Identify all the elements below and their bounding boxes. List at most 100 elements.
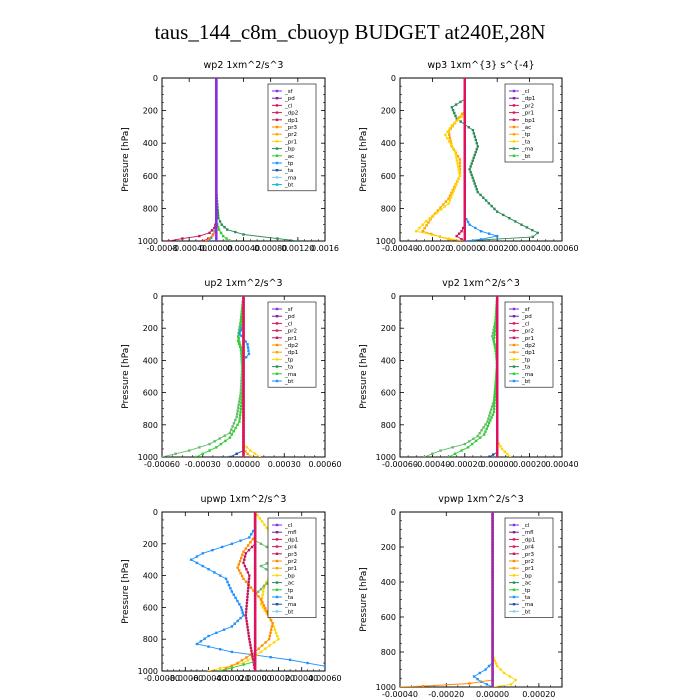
data-point [469, 170, 472, 174]
data-point [240, 574, 244, 578]
data-point [252, 589, 255, 592]
y-tick-label: 1000 [138, 453, 158, 462]
y-tick-label: 600 [381, 389, 396, 398]
data-point [242, 363, 245, 366]
data-point [217, 228, 221, 231]
data-point [253, 669, 257, 671]
data-point [468, 168, 471, 171]
data-point [487, 417, 490, 420]
x-tick-label: 0.00030 [268, 460, 301, 469]
data-point [491, 565, 494, 568]
panel-title: vp2 1xm^2/s^3 [442, 278, 520, 289]
data-point [239, 385, 243, 388]
data-point [240, 309, 244, 312]
data-point [496, 434, 499, 438]
data-point [496, 366, 499, 369]
legend-label: _dp1 [521, 350, 535, 356]
data-point [484, 423, 487, 426]
data-point [242, 342, 245, 345]
data-point [415, 230, 418, 233]
data-point [496, 372, 499, 375]
data-point [496, 425, 499, 429]
data-point [242, 425, 245, 429]
data-point [472, 179, 475, 182]
data-point [253, 654, 257, 658]
data-point [253, 525, 257, 529]
data-point [482, 196, 485, 199]
data-point [253, 549, 257, 553]
data-point [187, 449, 191, 452]
data-point [253, 651, 257, 655]
data-point [520, 223, 523, 226]
data-point [512, 574, 516, 577]
panel-title: wp3 1xm^{3} s^{-4} [427, 60, 534, 71]
data-point [230, 590, 234, 593]
data-point [215, 446, 218, 449]
data-point [232, 421, 236, 425]
data-point [247, 583, 250, 586]
data-point [453, 111, 456, 115]
data-point [253, 546, 257, 550]
data-point [246, 589, 250, 593]
data-point [264, 641, 267, 644]
data-point [215, 91, 218, 95]
x-tick-label: -0.00040 [191, 674, 227, 683]
data-point [249, 586, 253, 589]
data-point [494, 380, 498, 383]
data-point [493, 336, 496, 340]
data-point [275, 351, 279, 354]
data-point [496, 336, 499, 339]
data-point [242, 369, 245, 372]
legend-label: _bt [521, 609, 531, 615]
x-tick-label: -0.00040 [171, 244, 207, 253]
data-point [449, 139, 452, 142]
data-point [288, 658, 292, 662]
data-point [512, 567, 516, 570]
data-point [237, 569, 241, 572]
y-tick-label: 200 [381, 107, 396, 116]
data-point [269, 619, 273, 622]
data-point [242, 411, 245, 414]
data-point [267, 638, 271, 641]
x-tick-label: 0.0016 [311, 244, 339, 253]
data-point [265, 526, 268, 530]
legend-label: _pr2 [521, 103, 534, 109]
legend-label: _bp1 [521, 118, 535, 124]
data-point [253, 579, 257, 583]
data-point [463, 170, 466, 173]
data-point [496, 318, 499, 322]
data-point [467, 440, 471, 443]
data-point [491, 592, 494, 595]
data-point [253, 452, 257, 455]
data-point [472, 132, 476, 135]
data-point [491, 679, 494, 683]
series-line-tp [190, 512, 325, 667]
series-line-pr2 [243, 296, 252, 457]
data-point [491, 643, 494, 646]
data-point [234, 418, 237, 422]
data-point [242, 354, 245, 357]
data-point [208, 239, 211, 241]
data-point [230, 542, 234, 545]
data-point [243, 558, 246, 561]
data-point [246, 659, 250, 662]
data-point [485, 427, 488, 431]
data-point [484, 668, 487, 671]
data-point [242, 315, 245, 319]
data-point [272, 625, 275, 628]
data-point [478, 671, 482, 675]
data-point [491, 685, 494, 687]
data-point [494, 383, 497, 386]
data-point [240, 351, 244, 354]
data-point [207, 568, 210, 571]
data-point [536, 231, 539, 235]
data-point [242, 297, 245, 301]
data-point [436, 209, 439, 212]
data-point [240, 358, 243, 361]
data-point [242, 381, 245, 384]
data-point [242, 405, 245, 408]
legend-label: _pr1 [521, 336, 534, 342]
data-point [232, 593, 235, 596]
series-line-dp2 [162, 296, 244, 457]
